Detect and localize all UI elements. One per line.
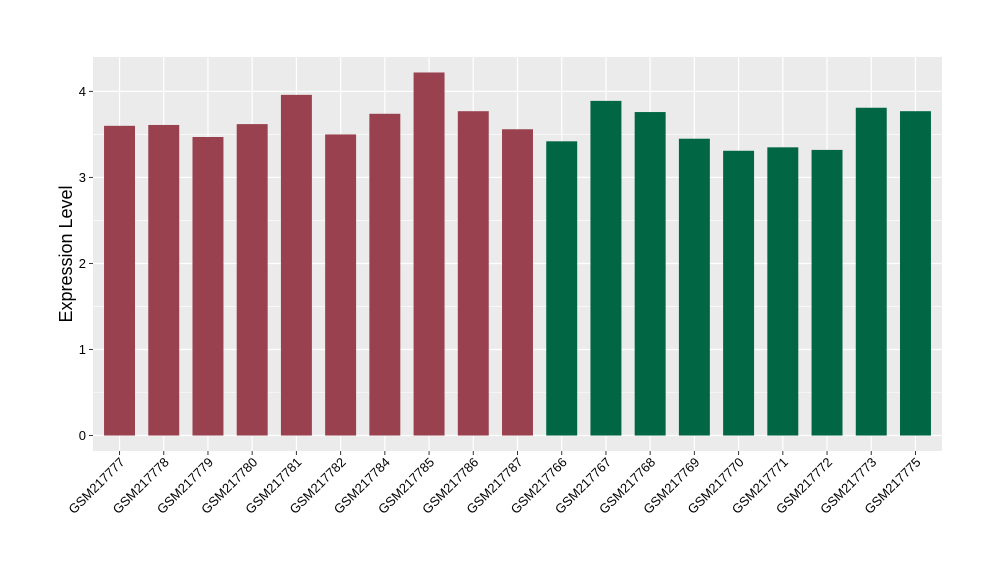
bar [325,134,357,436]
y-tick-label: 2 [79,256,86,271]
bar [457,111,489,436]
bar [192,137,224,436]
y-tick-label: 3 [79,170,86,185]
bar [236,124,268,436]
bars [104,72,931,436]
bar [678,138,710,436]
bar [280,94,312,436]
bar [502,129,533,436]
bar [634,112,666,436]
bar [855,107,887,436]
y-axis-title: Expression Level [56,185,76,322]
bar [546,141,578,436]
bar [811,149,843,436]
bar [104,125,136,436]
bar [899,111,931,436]
y-tick-label: 0 [79,428,86,443]
bar [723,150,755,436]
x-axis: GSM217777GSM217778GSM217779GSM217780GSM2… [65,451,924,517]
bar [413,72,445,436]
y-tick-label: 1 [79,342,86,357]
bar [767,147,799,436]
bar [148,124,180,436]
bar [369,113,401,436]
y-tick-label: 4 [79,84,86,99]
bar [590,100,622,436]
y-axis: 0 1 2 3 4 [79,84,93,443]
